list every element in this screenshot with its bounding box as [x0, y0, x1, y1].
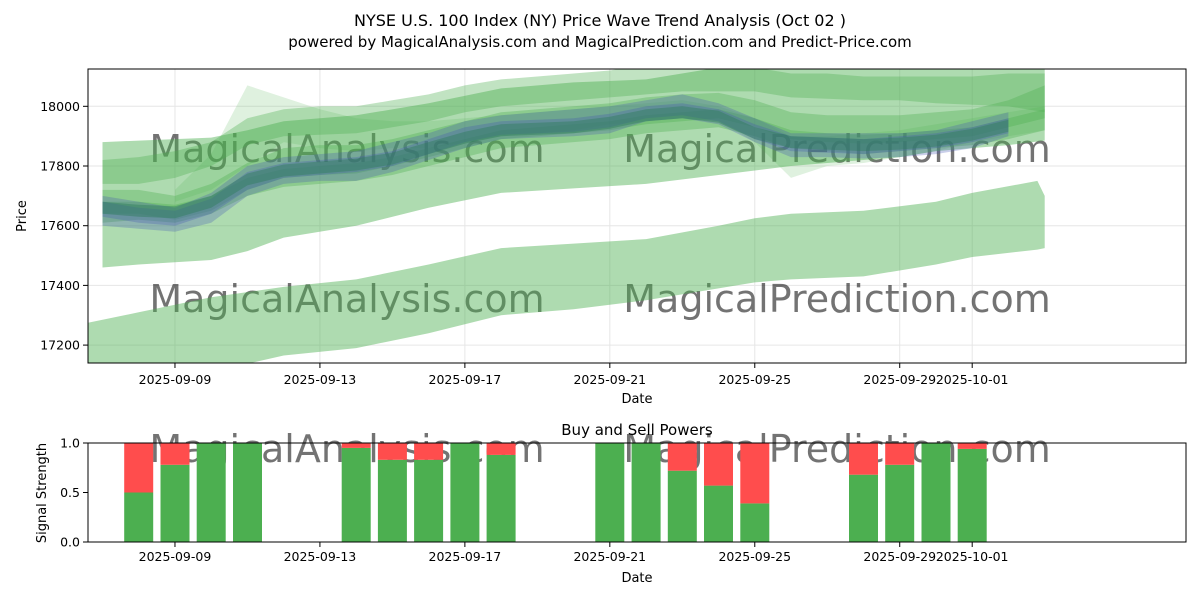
power-y-tick-label: 1.0	[60, 436, 80, 451]
buy-bar	[377, 459, 407, 542]
power-bars	[124, 443, 987, 542]
center-band	[102, 106, 1009, 219]
buy-bar	[849, 474, 878, 542]
buy-bar	[957, 448, 987, 542]
power-x-tick-label: 2025-09-17	[429, 549, 502, 564]
buy-bar	[667, 470, 697, 542]
green-band-wide-lower	[88, 180, 1045, 363]
price-x-tick-label: 2025-09-13	[284, 372, 357, 387]
power-plot: Buy and Sell Powers MagicalAnalysis.com …	[35, 421, 1187, 586]
price-y-ticks: 17200 17400 17600 17800 18000	[40, 99, 88, 353]
blue-band-blue-1	[102, 94, 1009, 232]
power-x-tick-label: 2025-10-01	[936, 549, 1009, 564]
buy-bar	[885, 464, 915, 542]
price-y-tick-label: 17600	[40, 218, 80, 233]
buy-bar	[595, 443, 625, 542]
sell-bar	[124, 443, 154, 493]
power-x-tick-label: 2025-09-09	[139, 549, 212, 564]
sell-bar	[377, 443, 407, 460]
power-y-label: Signal Strength	[35, 443, 50, 543]
sell-bar	[957, 443, 987, 449]
watermark-prediction: MagicalPrediction.com	[623, 277, 1051, 321]
watermark-analysis: MagicalAnalysis.com	[149, 277, 544, 321]
price-y-tick-label: 17400	[40, 278, 80, 293]
sell-bar	[160, 443, 190, 465]
price-x-tick-label: 2025-10-01	[936, 372, 1009, 387]
chart-title: NYSE U.S. 100 Index (NY) Price Wave Tren…	[354, 11, 846, 30]
watermark-analysis: MagicalAnalysis.com	[149, 127, 544, 171]
power-title: Buy and Sell Powers	[561, 421, 713, 439]
green-band-spike	[175, 85, 1045, 202]
sell-bar	[667, 443, 697, 471]
sell-bar	[414, 443, 444, 460]
green-band-upper-narrow	[102, 69, 1045, 184]
sell-bar	[704, 443, 733, 486]
price-y-tick-label: 18000	[40, 99, 80, 114]
price-y-tick-label: 17200	[40, 338, 80, 353]
price-bands	[88, 69, 1045, 363]
buy-bar	[631, 443, 661, 542]
price-x-tick-label: 2025-09-09	[139, 372, 212, 387]
price-x-tick-label: 2025-09-17	[429, 372, 502, 387]
sell-bar	[341, 443, 371, 448]
power-y-tick-label: 0.0	[60, 535, 80, 550]
price-watermarks: MagicalAnalysis.com MagicalPrediction.co…	[149, 127, 1050, 321]
buy-bar	[341, 447, 371, 542]
buy-bar	[740, 503, 770, 542]
green-band-wide-upper	[102, 69, 1045, 268]
power-y-ticks: 0.0 0.5 1.0	[60, 436, 88, 550]
chart-subtitle: powered by MagicalAnalysis.com and Magic…	[288, 33, 912, 51]
buy-bar	[450, 443, 480, 542]
power-x-tick-label: 2025-09-29	[863, 549, 936, 564]
sell-bar	[486, 443, 516, 455]
green-band-mid-2	[102, 109, 1045, 223]
price-x-tick-label: 2025-09-25	[718, 372, 791, 387]
power-x-tick-label: 2025-09-13	[284, 549, 357, 564]
buy-bar	[196, 443, 226, 542]
buy-bar	[921, 443, 951, 542]
price-x-tick-label: 2025-09-29	[863, 372, 936, 387]
power-x-tick-label: 2025-09-21	[573, 549, 646, 564]
price-x-tick-label: 2025-09-21	[573, 372, 646, 387]
price-y-label: Price	[15, 200, 30, 232]
sell-bar	[849, 443, 878, 475]
price-x-label: Date	[621, 392, 652, 407]
price-plot: MagicalAnalysis.com MagicalPrediction.co…	[15, 68, 1187, 407]
price-grid	[88, 69, 1186, 363]
buy-bar	[704, 485, 733, 542]
price-x-ticks: 2025-09-09 2025-09-13 2025-09-17 2025-09-21…	[139, 363, 1009, 387]
blue-band-blue-2	[102, 103, 1009, 226]
price-plot-frame	[87, 68, 1187, 364]
power-x-label: Date	[621, 571, 652, 586]
power-y-tick-label: 0.5	[60, 485, 80, 500]
buy-bar	[233, 443, 262, 542]
buy-bar	[486, 454, 516, 542]
watermark-prediction: MagicalPrediction.com	[623, 127, 1051, 171]
power-x-tick-label: 2025-09-25	[718, 549, 791, 564]
buy-bar	[414, 459, 444, 542]
buy-bar	[124, 492, 154, 542]
sell-bar	[740, 443, 770, 504]
power-x-ticks: 2025-09-09 2025-09-13 2025-09-17 2025-09-21…	[139, 542, 1009, 564]
sell-bar	[885, 443, 915, 465]
buy-bar	[160, 464, 190, 542]
green-band-mid-1	[102, 85, 1045, 220]
price-y-tick-label: 17800	[40, 159, 80, 174]
